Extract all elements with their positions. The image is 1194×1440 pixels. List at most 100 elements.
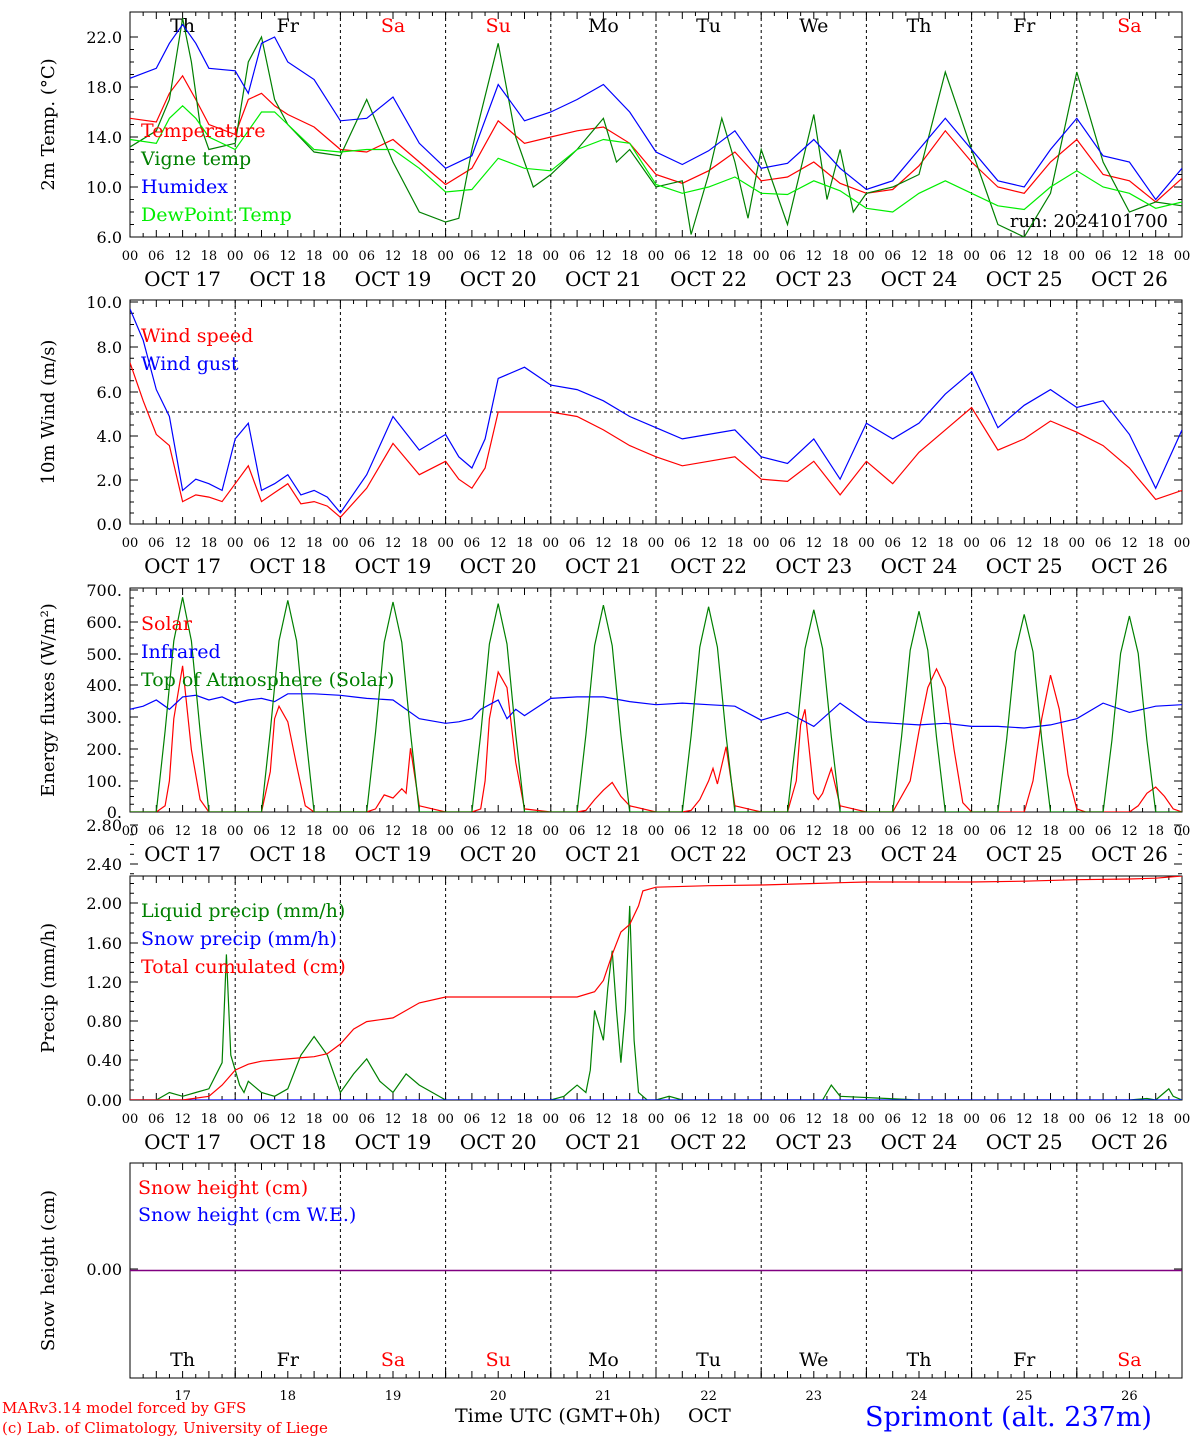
x-hour-tick-label: 18 <box>306 249 323 264</box>
x-hour-tick-label: 12 <box>806 536 823 551</box>
y-tick-label: 2.00 <box>86 894 122 913</box>
y-axis-label: 10m Wind (m/s) <box>38 340 59 485</box>
x-hour-tick-label: 00 <box>332 536 349 551</box>
x-hour-tick-label: 00 <box>753 1112 770 1127</box>
y-axis-label: Snow height (cm) <box>38 1190 59 1351</box>
y-tick-label: 600. <box>86 613 122 632</box>
x-hour-tick-label: 06 <box>1095 249 1112 264</box>
x-hour-tick-label: 06 <box>569 824 586 839</box>
y-tick-label: 10.0 <box>86 293 122 312</box>
day-number-label: 25 <box>1016 1389 1033 1404</box>
legend-entry: Solar <box>141 613 193 635</box>
x-hour-tick-label: 00 <box>963 1112 980 1127</box>
series-line-1 <box>130 362 1182 519</box>
x-hour-tick-label: 12 <box>385 1112 402 1127</box>
series-line-3 <box>130 23 1182 201</box>
x-hour-tick-label: 06 <box>358 824 375 839</box>
y-tick-label: 18.0 <box>86 78 122 97</box>
legend-entry: Temperature <box>141 120 265 142</box>
x-hour-tick-label: 06 <box>464 1112 481 1127</box>
x-hour-tick-label: 18 <box>727 249 744 264</box>
x-date-label: OCT 26 <box>1091 267 1168 291</box>
x-date-label: OCT 21 <box>565 1130 642 1154</box>
x-date-label: OCT 20 <box>460 554 537 578</box>
x-hour-tick-label: 00 <box>963 824 980 839</box>
x-hour-tick-label: 06 <box>253 249 270 264</box>
x-hour-tick-label: 00 <box>437 536 454 551</box>
x-hour-tick-label: 18 <box>1042 536 1059 551</box>
x-hour-tick-label: 12 <box>174 249 191 264</box>
legend-entry: Snow height (cm W.E.) <box>138 1204 356 1226</box>
x-hour-tick-label: 00 <box>437 1112 454 1127</box>
x-date-label: OCT 23 <box>775 842 852 866</box>
x-hour-tick-label: 00 <box>963 249 980 264</box>
legend-entry: Infrared <box>141 641 221 663</box>
panel-4: 0.00 0.40 0.80 1.20 1.60 2.00 2.40 2.80 Precip (… <box>38 816 1190 1154</box>
y-tick-label: 10.0 <box>86 178 122 197</box>
x-date-label: OCT 23 <box>775 1130 852 1154</box>
y-tick-label: 0. <box>107 803 122 822</box>
x-hour-tick-label: 00 <box>1174 249 1191 264</box>
x-hour-tick-label: 12 <box>490 536 507 551</box>
x-hour-tick-label: 12 <box>1016 249 1033 264</box>
weekday-label: Sa <box>1117 15 1141 37</box>
x-hour-tick-label: 00 <box>437 249 454 264</box>
y-tick-label: 0.00 <box>86 1091 122 1110</box>
x-hour-tick-label: 12 <box>174 1112 191 1127</box>
x-hour-tick-label: 18 <box>1147 536 1164 551</box>
x-hour-tick-label: 06 <box>884 824 901 839</box>
x-hour-tick-label: 06 <box>779 249 796 264</box>
x-hour-tick-label: 12 <box>385 824 402 839</box>
x-hour-tick-label: 00 <box>122 824 139 839</box>
y-tick-label: 200. <box>86 740 122 759</box>
weekday-label: Tu <box>696 1349 721 1371</box>
x-date-label: OCT 18 <box>249 267 326 291</box>
series-line-1 <box>130 74 1182 203</box>
x-hour-tick-label: 06 <box>358 249 375 264</box>
x-hour-tick-label: 12 <box>911 536 928 551</box>
run-annotation: run: 2024101700 <box>1010 211 1168 232</box>
x-date-label: OCT 22 <box>670 1130 747 1154</box>
x-hour-tick-label: 06 <box>990 536 1007 551</box>
x-hour-tick-label: 00 <box>963 536 980 551</box>
x-hour-tick-label: 18 <box>832 249 849 264</box>
x-hour-tick-label: 18 <box>727 824 744 839</box>
x-hour-tick-label: 18 <box>306 824 323 839</box>
x-hour-tick-label: 06 <box>779 536 796 551</box>
panel-2: 0.0 2.0 4.0 6.0 8.0 10.0 10m Wind (m/s) 00 06 12 1… <box>38 293 1190 578</box>
x-hour-tick-label: 06 <box>464 536 481 551</box>
x-hour-tick-label: 12 <box>490 824 507 839</box>
x-hour-tick-label: 06 <box>569 1112 586 1127</box>
weekday-label: Th <box>907 1349 932 1371</box>
x-hour-tick-label: 06 <box>674 249 691 264</box>
y-tick-label: 300. <box>86 708 122 727</box>
panel-5: 0.00 Snow height (cm) Th 17 Fr 18 Sa 19 Su 20 Mo 21… <box>38 1162 1183 1404</box>
x-hour-tick-label: 12 <box>700 1112 717 1127</box>
x-hour-tick-label: 06 <box>779 824 796 839</box>
x-hour-tick-label: 00 <box>1174 536 1191 551</box>
x-date-label: OCT 17 <box>144 1130 221 1154</box>
y-tick-label: 6.0 <box>97 228 122 247</box>
weekday-label: Su <box>486 1349 511 1371</box>
x-date-label: OCT 23 <box>775 554 852 578</box>
x-hour-tick-label: 18 <box>411 249 428 264</box>
y-tick-label: 0.40 <box>86 1051 122 1070</box>
x-hour-tick-label: 06 <box>148 249 165 264</box>
x-hour-tick-label: 00 <box>858 249 875 264</box>
x-hour-tick-label: 00 <box>858 1112 875 1127</box>
weekday-label: Fr <box>277 1349 300 1371</box>
x-hour-tick-label: 18 <box>516 824 533 839</box>
x-hour-tick-label: 06 <box>779 1112 796 1127</box>
x-hour-tick-label: 12 <box>385 249 402 264</box>
x-hour-tick-label: 18 <box>621 1112 638 1127</box>
x-hour-tick-label: 00 <box>332 1112 349 1127</box>
x-hour-tick-label: 00 <box>122 249 139 264</box>
x-hour-tick-label: 00 <box>543 536 560 551</box>
x-hour-tick-label: 18 <box>832 824 849 839</box>
x-hour-tick-label: 00 <box>648 1112 665 1127</box>
x-hour-tick-label: 18 <box>1147 824 1164 839</box>
x-hour-tick-label: 18 <box>1147 249 1164 264</box>
day-number-label: 21 <box>595 1389 612 1404</box>
x-hour-tick-label: 12 <box>806 249 823 264</box>
x-date-label: OCT 24 <box>881 267 958 291</box>
